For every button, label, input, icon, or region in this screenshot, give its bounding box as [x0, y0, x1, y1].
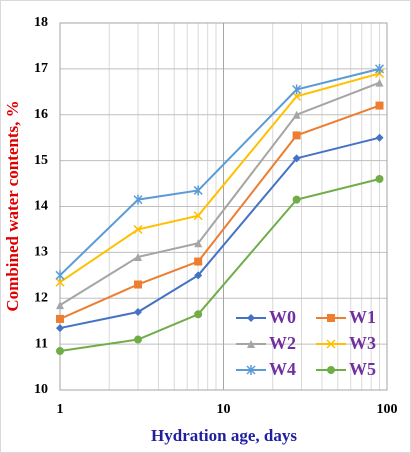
marker [194, 257, 203, 266]
marker [193, 211, 203, 221]
plot-border [59, 22, 388, 391]
legend-marker [246, 365, 256, 375]
marker [56, 324, 64, 333]
marker [56, 347, 64, 356]
marker [133, 224, 143, 234]
marker [292, 131, 301, 140]
marker [134, 308, 143, 317]
marker [56, 301, 64, 310]
marker [134, 280, 143, 289]
y-tick-label: 14 [34, 199, 48, 214]
marker [194, 310, 203, 319]
y-tick-label: 12 [34, 290, 48, 305]
marker [193, 185, 203, 196]
legend-marker [247, 340, 255, 348]
marker [292, 195, 301, 204]
y-tick-label: 10 [34, 382, 48, 397]
x-tick-label: 10 [217, 402, 231, 417]
marker [134, 335, 143, 344]
y-axis-title: Combined water contents, % [3, 100, 22, 311]
marker [194, 239, 203, 248]
marker [374, 63, 385, 74]
y-tick-label: 13 [34, 245, 48, 260]
legend-label: W2 [269, 333, 296, 353]
marker [292, 110, 301, 119]
legend-marker [326, 339, 336, 349]
legend-label: W4 [269, 359, 296, 379]
marker [375, 78, 384, 87]
x-axis-title: Hydration age, days [151, 426, 297, 445]
y-tick-label: 11 [35, 336, 48, 351]
marker [55, 277, 65, 287]
x-tick-label: 1 [57, 402, 64, 417]
marker [375, 174, 384, 183]
y-tick-label: 15 [34, 153, 48, 168]
legend-marker [247, 314, 255, 322]
y-tick-label: 16 [34, 107, 48, 122]
y-tick-label: 17 [34, 61, 48, 76]
marker [134, 252, 143, 261]
marker [56, 314, 64, 323]
y-tick-label: 18 [34, 15, 48, 30]
marker [292, 154, 301, 163]
legend-label: W1 [349, 307, 376, 327]
marker [292, 91, 302, 101]
legend-label: W5 [349, 359, 376, 379]
x-tick-label: 100 [377, 402, 398, 417]
legend-label: W0 [269, 307, 296, 327]
marker [55, 270, 65, 281]
marker [133, 194, 143, 205]
marker [375, 133, 384, 142]
legend-label: W3 [349, 333, 376, 353]
legend-marker [327, 314, 335, 322]
marker [292, 84, 302, 95]
marker [375, 101, 384, 110]
legend-marker [327, 366, 335, 374]
marker [194, 271, 203, 280]
